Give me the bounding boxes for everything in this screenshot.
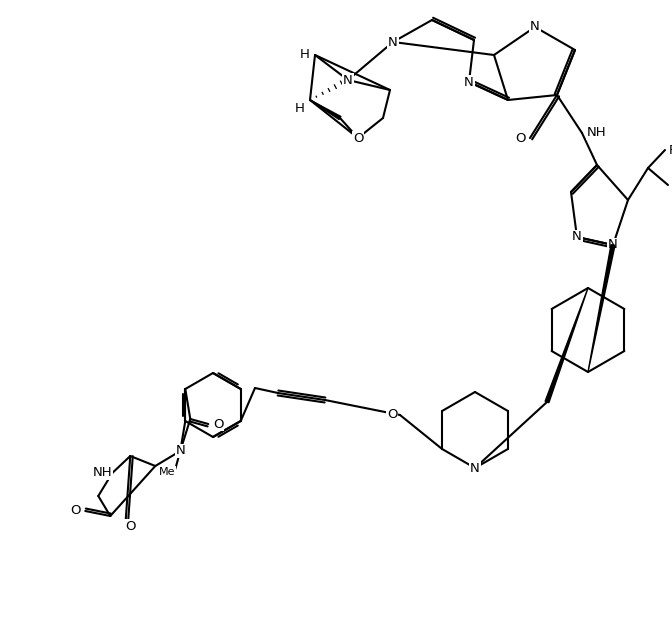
Polygon shape [588,244,615,372]
Text: NH: NH [93,466,112,479]
Text: N: N [343,74,353,86]
Text: H: H [300,49,310,62]
Text: N: N [388,35,398,49]
Text: O: O [515,132,526,144]
Text: NH: NH [587,127,607,139]
Text: O: O [70,505,81,517]
Text: O: O [353,132,364,144]
Text: N: N [572,231,582,244]
Polygon shape [310,100,341,120]
Text: O: O [387,408,397,421]
Text: N: N [530,21,540,33]
Text: F: F [668,144,672,156]
Text: Me: Me [159,467,175,477]
Text: N: N [175,445,185,457]
Text: O: O [125,520,136,532]
Text: N: N [608,239,618,251]
Text: N: N [464,76,474,88]
Text: N: N [470,462,480,474]
Text: F: F [671,178,672,192]
Text: O: O [213,418,224,430]
Polygon shape [545,288,588,403]
Text: H: H [295,101,305,115]
